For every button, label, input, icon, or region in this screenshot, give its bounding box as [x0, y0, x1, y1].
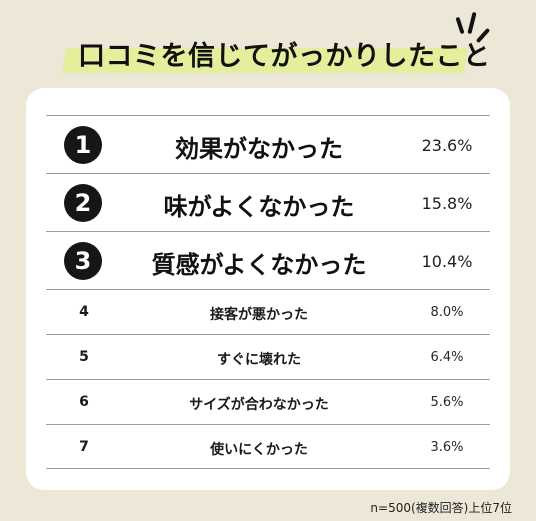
ranking-percent: 6.4% [430, 350, 464, 365]
ranking-percent: 3.6% [430, 440, 464, 455]
title-banner: 口コミを信じてがっかりしたこと [62, 24, 490, 78]
ranking-row-3: 3 質感がよくなかった 10.4% [46, 231, 490, 289]
ranking-row-6: 6 サイズが合わなかった 5.6% [46, 379, 490, 424]
ranking-item: 接客が悪かった [210, 307, 308, 323]
ranking-table: 1 効果がなかった 23.6% 2 味がよくなかった 15.8% 3 質感がよく… [46, 115, 490, 469]
ranking-row-7: 7 使いにくかった 3.6% [46, 424, 490, 469]
ranking-item: 効果がなかった [175, 135, 343, 163]
ranking-row-4: 4 接客が悪かった 8.0% [46, 289, 490, 334]
ranking-percent: 10.4% [421, 252, 473, 271]
ranking-row-5: 5 すぐに壊れた 6.4% [46, 334, 490, 379]
rank-badge: 3 [64, 242, 102, 280]
page-title: 口コミを信じてがっかりしたこと [78, 41, 491, 72]
ranking-card: 1 効果がなかった 23.6% 2 味がよくなかった 15.8% 3 質感がよく… [26, 88, 510, 490]
ranking-item: 使いにくかった [210, 442, 308, 458]
rank-number: 4 [79, 304, 89, 320]
ranking-percent: 8.0% [430, 305, 464, 320]
ranking-row-2: 2 味がよくなかった 15.8% [46, 173, 490, 231]
ranking-item: 味がよくなかった [163, 193, 355, 221]
ranking-percent: 15.8% [421, 194, 473, 213]
rank-number: 7 [79, 439, 89, 455]
ranking-percent: 5.6% [430, 395, 464, 410]
ranking-row-1: 1 効果がなかった 23.6% [46, 115, 490, 173]
rank-number: 5 [79, 349, 89, 365]
ranking-item: サイズが合わなかった [189, 397, 329, 413]
ranking-item: 質感がよくなかった [151, 251, 367, 279]
rank-number: 6 [79, 394, 89, 410]
ranking-item: すぐに壊れた [217, 352, 301, 368]
rank-badge: 2 [64, 184, 102, 222]
sample-footnote: n=500(複数回答)上位7位 [370, 501, 512, 515]
ranking-percent: 23.6% [421, 136, 473, 155]
rank-badge: 1 [64, 126, 102, 164]
